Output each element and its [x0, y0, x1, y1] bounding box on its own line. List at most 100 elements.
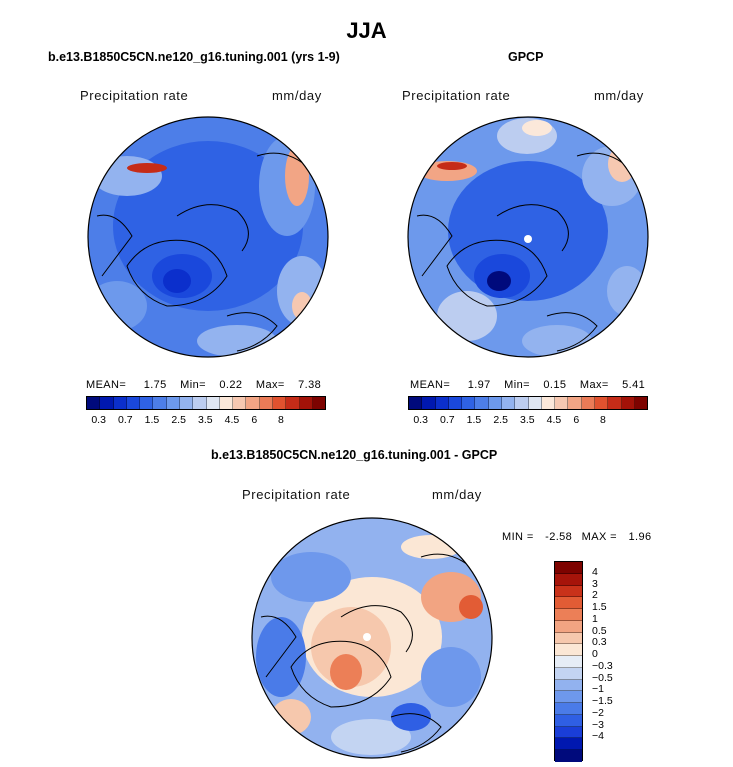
colorbar-tick-label: 0.3 [413, 414, 428, 426]
colorbar-swatch [501, 397, 516, 409]
colorbar-tick-label: 0.7 [440, 414, 455, 426]
colorbar-swatch [113, 397, 127, 409]
panel-2-mean-label: MEAN= [410, 379, 451, 391]
colorbar-swatch [581, 397, 595, 409]
colorbar-swatch [555, 597, 582, 609]
colorbar-tick-label: 0.3 [592, 636, 607, 649]
panel-2-stats: MEAN= 1.97 Min= 0.15 Max= 5.41 [410, 379, 645, 391]
colorbar-tick-label: 8 [600, 414, 606, 426]
panel-3-min-label: MIN = [502, 531, 534, 543]
colorbar-swatch [555, 738, 582, 750]
panel-1-mean-value: 1.75 [143, 379, 167, 391]
colorbar-swatch [515, 397, 529, 409]
colorbar-tick-label: 2.5 [171, 414, 186, 426]
colorbar-swatch [555, 585, 582, 598]
colorbar-tick-label: 3.5 [520, 414, 535, 426]
panel-2-min-label: Min= [504, 379, 530, 391]
colorbar-tick-label: 3.5 [198, 414, 213, 426]
colorbar-tick-label: 0.3 [91, 414, 106, 426]
colorbar-swatch [541, 397, 556, 409]
colorbar-tick-label: 3 [592, 577, 598, 590]
colorbar-swatch [634, 397, 648, 409]
colorbar-tick-label: 0.5 [592, 624, 607, 637]
panel-3-stats: MIN = -2.58 MAX = 1.96 [502, 531, 651, 543]
colorbar-swatch [206, 397, 220, 409]
panel-1-mean-label: MEAN= [86, 379, 127, 391]
colorbar-swatch [608, 397, 622, 409]
colorbar-tick-label: 6 [251, 414, 258, 426]
panel-1-colorbar-ticks: 0.3 0.7 1.5 2.5 3.5 4.5 6 8 [86, 414, 326, 428]
colorbar-swatch [555, 667, 582, 680]
colorbar-swatch [555, 644, 582, 656]
colorbar-swatch [555, 632, 582, 645]
colorbar-swatch [422, 397, 436, 409]
colorbar-tick-label: 2 [592, 589, 598, 602]
panel-1-min-value: 0.22 [219, 379, 243, 391]
panel-1-title: b.e13.B1850C5CN.ne120_g16.tuning.001 (yr… [48, 50, 340, 64]
colorbar-swatch [488, 397, 502, 409]
colorbar-swatch [555, 397, 569, 409]
colorbar-tick-label: −4 [592, 730, 604, 743]
colorbar-swatch [555, 620, 582, 633]
colorbar-tick-label: −0.5 [592, 671, 613, 684]
colorbar-swatch [286, 397, 300, 409]
colorbar-tick-label: 1.5 [592, 601, 607, 614]
panel-1-units-label: mm/day [272, 88, 322, 103]
colorbar-swatch [179, 397, 194, 409]
colorbar-swatch [435, 397, 449, 409]
colorbar-swatch [555, 562, 582, 574]
panel-2-colorbar-ticks: 0.3 0.7 1.5 2.5 3.5 4.5 6 8 [408, 414, 648, 428]
colorbar-swatch [594, 397, 609, 409]
colorbar-swatch [528, 397, 542, 409]
colorbar-swatch [193, 397, 207, 409]
colorbar-swatch [462, 397, 476, 409]
colorbar-swatch [272, 397, 287, 409]
panel-3-min-value: -2.58 [545, 531, 573, 543]
panel-1-max-value: 7.38 [298, 379, 322, 391]
colorbar-tick-label: 4 [592, 565, 598, 578]
colorbar-swatch [568, 397, 582, 409]
colorbar-tick-label: 8 [278, 414, 284, 426]
colorbar-tick-label: 6 [573, 414, 580, 426]
panel-2-min-value: 0.15 [543, 379, 567, 391]
colorbar-swatch [126, 397, 141, 409]
colorbar-tick-label: −1.5 [592, 695, 613, 708]
panel-3-field-label: Precipitation rate [242, 487, 351, 502]
colorbar-swatch [140, 397, 154, 409]
colorbar-tick-label: 1.5 [466, 414, 482, 426]
colorbar-tick-label: 4.5 [224, 414, 240, 426]
colorbar-swatch [219, 397, 234, 409]
panel-3-colorbar-ticks: 4 3 2 1.5 1 0.5 0.3 0 −0.3 −0.5 −1 −1.5 −2 −3 −4 [592, 561, 632, 761]
colorbar-swatch [555, 750, 582, 762]
colorbar-swatch [312, 397, 326, 409]
panel-1-min-label: Min= [180, 379, 206, 391]
colorbar-swatch [259, 397, 273, 409]
panel-2-polar-map [407, 116, 649, 358]
panel-1-colorbar [86, 396, 326, 410]
panel-2-units-label: mm/day [594, 88, 644, 103]
colorbar-swatch [166, 397, 180, 409]
panel-1-field-label: Precipitation rate [80, 88, 189, 103]
colorbar-swatch [233, 397, 247, 409]
colorbar-tick-label: −0.3 [592, 659, 613, 672]
panel-2-colorbar [408, 396, 648, 410]
panel-1-polar-map [87, 116, 329, 358]
colorbar-swatch [621, 397, 635, 409]
panel-2-mean-value: 1.97 [467, 379, 491, 391]
colorbar-swatch [555, 714, 582, 727]
colorbar-swatch [448, 397, 463, 409]
colorbar-swatch [87, 397, 101, 409]
colorbar-tick-label: −3 [592, 718, 604, 731]
panel-2-field-label: Precipitation rate [402, 88, 511, 103]
panel-2-max-label: Max= [579, 379, 609, 391]
colorbar-tick-label: −1 [592, 683, 604, 696]
panel-2-max-value: 5.41 [622, 379, 646, 391]
colorbar-tick-label: 1 [592, 612, 598, 625]
panel-3-units-label: mm/day [432, 487, 482, 502]
colorbar-swatch [555, 656, 582, 668]
colorbar-swatch [555, 609, 582, 621]
colorbar-swatch [409, 397, 423, 409]
colorbar-swatch [555, 691, 582, 703]
colorbar-swatch [555, 726, 582, 739]
colorbar-tick-label: 4.5 [546, 414, 562, 426]
